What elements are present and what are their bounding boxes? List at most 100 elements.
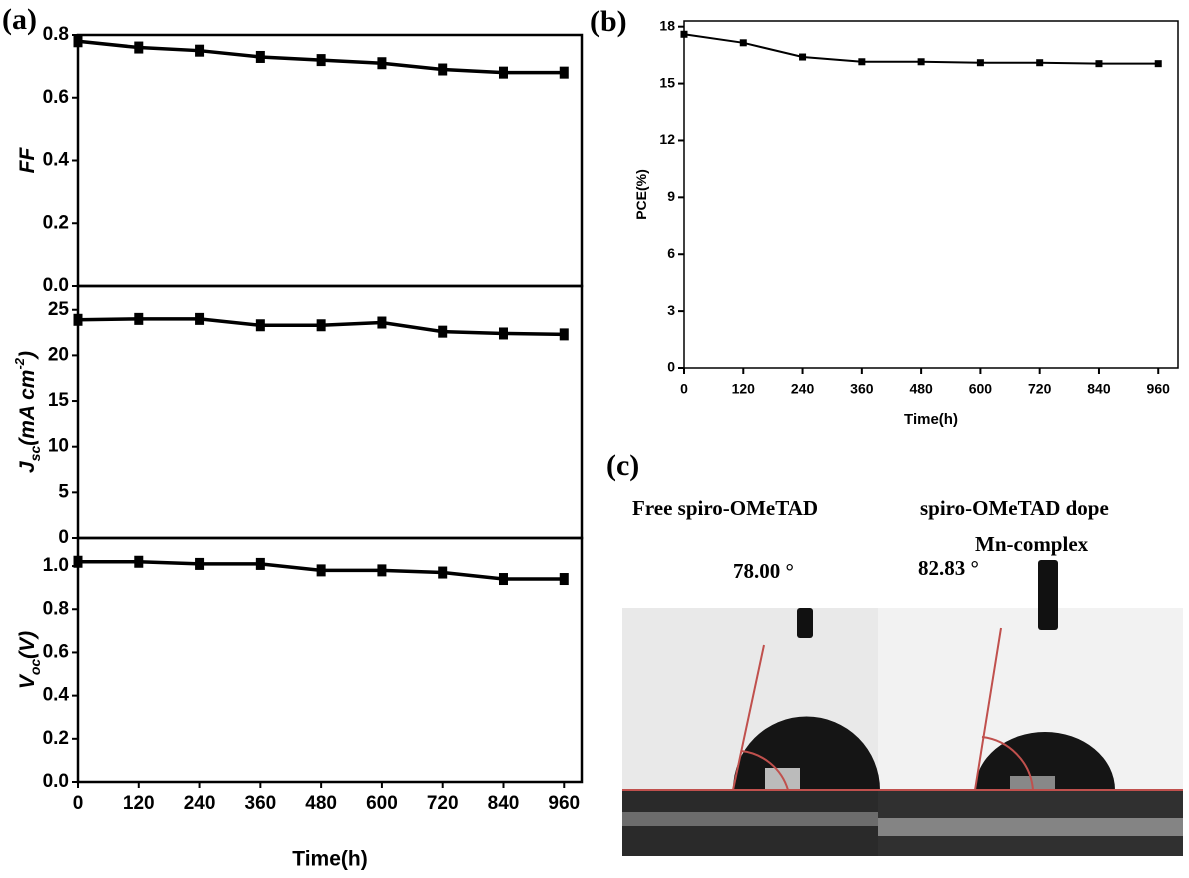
y-tick-label: 12 [659, 131, 675, 147]
marker [438, 63, 448, 76]
y-tick-label: 0.0 [43, 275, 69, 296]
y-tick-label: 6 [667, 245, 675, 261]
marker [1036, 59, 1044, 67]
marker [73, 555, 83, 568]
angle-arc-left [740, 750, 789, 791]
marker [498, 573, 508, 586]
marker [73, 313, 83, 326]
x-tick-label: 0 [680, 381, 688, 397]
y-axis-label-part: V [16, 673, 39, 689]
x-tick-label: 480 [909, 381, 933, 397]
marker [1154, 60, 1162, 68]
y-axis-label-part: (mA cm [16, 370, 39, 446]
marker [377, 564, 387, 577]
marker [799, 53, 807, 61]
y-axis-label-part: PCE(%) [633, 169, 649, 220]
photo-left-reflection [622, 812, 878, 826]
marker [498, 66, 508, 79]
x-tick-label: 960 [1147, 381, 1171, 397]
y-tick-label: 18 [659, 17, 675, 33]
marker [377, 316, 387, 329]
y-tick-label: 0.2 [43, 212, 69, 233]
marker [559, 573, 569, 586]
x-tick-label: 120 [732, 381, 756, 397]
y-axis-label-part: ) [16, 351, 39, 360]
y-tick-label: 1.0 [43, 555, 69, 576]
x-axis-label: Time(h) [904, 411, 958, 428]
photo-title: spiro-OMeTAD dope [920, 496, 1109, 520]
x-tick-label: 600 [366, 793, 398, 814]
y-tick-label: 9 [667, 188, 675, 204]
x-tick-label: 360 [850, 381, 874, 397]
y-axis-label-part: FF [16, 147, 39, 174]
angle-arc-right [981, 736, 1034, 791]
marker [976, 59, 984, 67]
y-tick-label: 15 [48, 390, 70, 411]
x-tick-label: 960 [548, 793, 580, 814]
marker [858, 58, 866, 66]
y-axis-label: FF [16, 147, 39, 174]
marker [498, 327, 508, 340]
y-tick-label: 20 [48, 344, 69, 365]
plot-frame [76, 536, 584, 784]
marker [438, 566, 448, 579]
panel-label: (a) [2, 3, 37, 36]
marker [316, 319, 326, 332]
y-tick-label: 15 [659, 74, 675, 90]
y-axis-label: Voc(V) [16, 631, 43, 689]
y-tick-label: 0.4 [43, 685, 70, 706]
x-tick-label: 0 [73, 793, 84, 814]
tangent-left [732, 644, 765, 791]
marker [316, 564, 326, 577]
y-axis-label-part: sc [27, 446, 43, 462]
y-tick-label: 0 [58, 527, 69, 548]
plot-frame [683, 20, 1179, 369]
y-tick-label: 3 [667, 302, 675, 318]
marker [559, 66, 569, 79]
marker [739, 39, 747, 47]
x-tick-label: 240 [791, 381, 815, 397]
panel-label: (c) [606, 449, 639, 482]
marker [255, 50, 265, 63]
y-tick-label: 10 [48, 436, 69, 457]
y-axis-label-part: (V) [16, 631, 39, 659]
angle-label: 78.00 ° [733, 559, 794, 583]
angle-label: 82.83 ° [918, 556, 979, 580]
x-tick-label: 720 [427, 793, 459, 814]
tangent-right [974, 627, 1002, 791]
needle-left [797, 608, 813, 638]
y-axis-label: Jsc(mA cm-2) [12, 351, 43, 473]
marker [559, 328, 569, 341]
y-tick-label: 0.2 [43, 728, 69, 749]
marker [316, 54, 326, 67]
marker [195, 312, 205, 325]
y-tick-label: 0.4 [43, 150, 70, 171]
marker [134, 41, 144, 54]
marker [255, 557, 265, 570]
y-axis-label-part: J [16, 460, 39, 473]
photo-title: Mn-complex [975, 532, 1089, 556]
marker [134, 312, 144, 325]
y-tick-label: 25 [48, 299, 70, 320]
x-tick-label: 840 [488, 793, 520, 814]
y-axis-label-part: oc [27, 659, 43, 676]
panel-label: (b) [590, 5, 627, 38]
photo-right-reflection [878, 818, 1183, 836]
x-tick-label: 840 [1087, 381, 1111, 397]
marker [1095, 60, 1103, 68]
y-tick-label: 0.6 [43, 641, 69, 662]
marker [73, 35, 83, 48]
x-tick-label: 360 [245, 793, 277, 814]
y-tick-label: 5 [58, 481, 69, 502]
x-tick-label: 120 [123, 793, 155, 814]
x-axis-label: Time(h) [292, 848, 367, 871]
marker [680, 30, 688, 38]
marker [917, 58, 925, 66]
y-tick-label: 0.8 [43, 598, 69, 619]
marker [377, 57, 387, 70]
y-tick-label: 0.6 [43, 87, 69, 108]
marker [134, 555, 144, 568]
x-tick-label: 720 [1028, 381, 1052, 397]
photo-title: Free spiro-OMeTAD [632, 496, 818, 520]
